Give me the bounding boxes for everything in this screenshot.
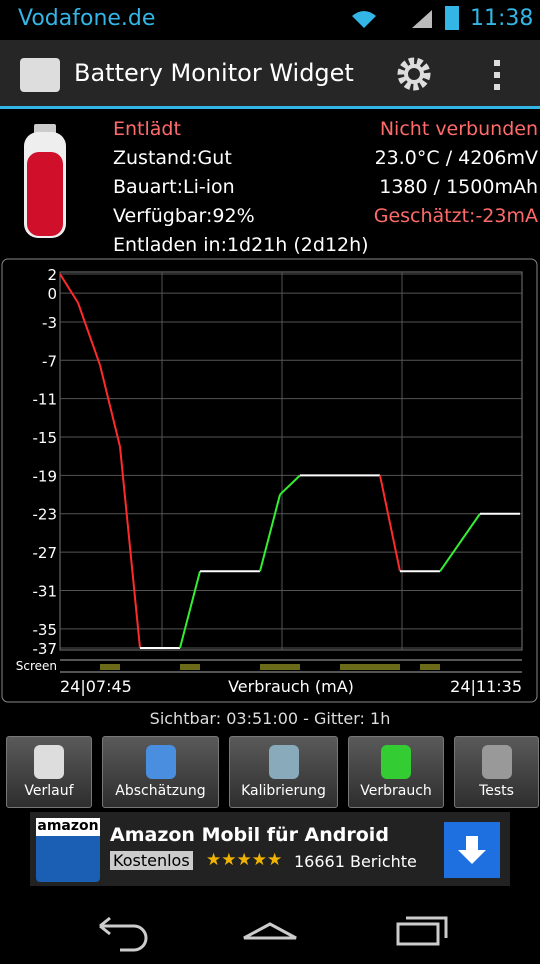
ad-banner[interactable] <box>30 812 510 886</box>
line-segment <box>259 494 281 572</box>
tab-button[interactable]: Tests <box>454 736 539 808</box>
ad-reviews: 16661 Berichte <box>294 852 417 871</box>
nav-bar <box>0 900 540 960</box>
ad-title: Amazon Mobil für Android <box>110 824 389 846</box>
line-segment <box>99 364 121 447</box>
line-segment <box>379 475 401 572</box>
temp-voltage: 23.0°C / 4206mV <box>374 147 538 169</box>
tab-button[interactable]: Verbrauch <box>348 736 444 808</box>
tab-button[interactable]: Abschätzung <box>102 736 219 808</box>
button-icon <box>145 745 176 779</box>
back-button[interactable] <box>99 916 148 952</box>
status-icons <box>350 8 440 30</box>
y-tick-label: -31 <box>33 582 58 600</box>
download-button[interactable] <box>444 822 500 878</box>
screen-on <box>180 664 200 670</box>
button-icon <box>381 745 411 779</box>
tab-button[interactable]: Kalibrierung <box>229 736 338 808</box>
y-tick-label: -37 <box>33 640 58 658</box>
available: Verfügbar:92% <box>113 205 255 227</box>
ad-stars: ★★★★★ <box>206 850 283 870</box>
line-segment <box>179 571 201 649</box>
app-icon <box>20 58 60 92</box>
graph-frame <box>1 258 538 703</box>
footer-info: Sichtbar: 03:51:00 - Gitter: 1h <box>149 709 391 728</box>
capacity: 1380 / 1500mAh <box>379 176 538 198</box>
y-tick-label: -15 <box>33 429 58 447</box>
button-label: Verlauf <box>24 783 74 799</box>
discharge: Entladen in:1d21h (2d12h) <box>113 234 369 256</box>
y-tick-label: 2 <box>47 266 57 284</box>
y-tick-label: -35 <box>33 621 58 639</box>
estimated: Geschätzt:-23mA <box>373 205 538 227</box>
y-tick-label: -3 <box>42 314 57 332</box>
line-segment <box>439 513 481 572</box>
line-segment <box>279 474 301 496</box>
y-tick-label: 0 <box>47 285 57 303</box>
button-label: Kalibrierung <box>241 783 326 799</box>
y-tick-label: -27 <box>33 544 58 562</box>
state: Zustand:Gut <box>113 147 232 169</box>
settings-button[interactable] <box>396 56 432 92</box>
button-icon <box>268 745 299 779</box>
home-button[interactable] <box>243 922 297 940</box>
y-tick-label: -7 <box>42 352 57 370</box>
carrier: Vodafone.de <box>18 6 156 31</box>
app-bar <box>0 40 540 109</box>
ad-logo: amazon <box>36 818 100 882</box>
screen-on <box>100 664 120 670</box>
x-axis-label: Verbrauch (mA) <box>228 677 354 696</box>
screen-on <box>260 664 300 670</box>
button-label: Verbrauch <box>360 783 432 799</box>
battery-icon <box>445 6 459 30</box>
logo-text: amazon <box>36 818 100 836</box>
status: Entlädt <box>113 118 181 140</box>
x-end-label: 24|11:35 <box>450 677 522 696</box>
screen-on <box>340 664 400 670</box>
x-start-label: 24|07:45 <box>60 677 132 696</box>
tab-button[interactable]: Verlauf <box>6 736 92 808</box>
y-tick-label: -23 <box>33 506 58 524</box>
button-label: Tests <box>479 783 514 799</box>
screen-label: Screen <box>16 659 57 673</box>
y-tick-label: -11 <box>33 391 58 409</box>
graph: 20 -3 -7 -11 -15 -19 -23 -27 -31 -35-37Screen24|0… <box>1 258 538 703</box>
battery-type: Bauart:Li-ion <box>113 176 235 198</box>
app-title: Battery Monitor Widget <box>74 59 354 87</box>
menu-button[interactable] <box>490 58 504 92</box>
button-icon <box>481 745 512 779</box>
connection: Nicht verbunden <box>379 118 538 140</box>
y-tick-label: -19 <box>33 467 58 485</box>
ad-badge: Kostenlos <box>110 851 193 870</box>
screen-on <box>420 664 440 670</box>
line-segment <box>119 446 141 649</box>
line-segment <box>59 273 79 304</box>
button-label: Abschätzung <box>115 783 206 799</box>
recents-button[interactable] <box>396 916 448 946</box>
battery-graphic <box>22 124 68 240</box>
button-icon <box>34 745 64 779</box>
line-segment <box>77 302 101 366</box>
plot-area <box>59 271 523 651</box>
clock: 11:38 <box>470 6 534 31</box>
